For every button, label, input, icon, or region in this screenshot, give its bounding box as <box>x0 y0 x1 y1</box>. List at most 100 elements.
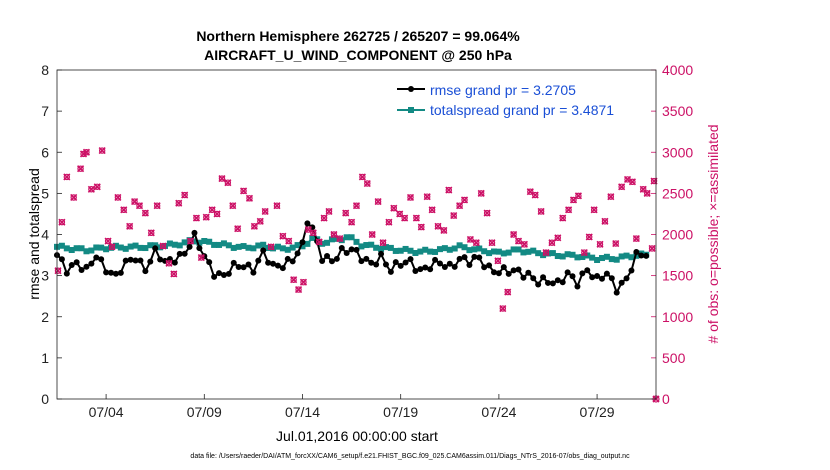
obs-assimilated-marker <box>93 183 101 191</box>
obs-assimilated-marker <box>648 244 656 253</box>
obs-count-point <box>596 240 604 248</box>
obs-assimilated-marker <box>229 202 237 210</box>
totalspread-point <box>98 244 105 251</box>
rmse-point <box>304 220 311 227</box>
obs-possible-marker <box>648 245 656 252</box>
y-left-tick-label: 0 <box>41 391 49 407</box>
obs-count-point <box>175 199 183 207</box>
obs-assimilated-marker <box>135 202 144 210</box>
rmse-point <box>152 245 159 252</box>
obs-possible-marker <box>187 237 194 245</box>
obs-count-point <box>648 244 656 253</box>
obs-count-point <box>159 242 167 250</box>
obs-assimilated-marker <box>363 179 371 188</box>
obs-assimilated-marker <box>108 243 116 251</box>
obs-assimilated-marker <box>240 187 248 195</box>
y-left-tick-label: 7 <box>41 103 49 119</box>
totalspread-point <box>402 245 409 252</box>
rmse-point <box>594 272 601 279</box>
totalspread-point <box>466 247 473 254</box>
obs-possible-marker <box>310 229 317 237</box>
obs-count-point <box>548 239 556 247</box>
totalspread-point <box>378 245 385 252</box>
totalspread-point <box>490 248 497 255</box>
totalspread-point <box>549 250 556 257</box>
totalspread-point <box>328 236 335 243</box>
obs-assimilated-marker <box>261 207 269 216</box>
obs-count-point <box>181 191 189 199</box>
obs-count-point <box>315 238 323 246</box>
legend-spread-marker <box>408 107 414 113</box>
rmse-point <box>466 261 473 268</box>
totalspread-point <box>382 244 389 251</box>
obs-possible-marker <box>401 214 408 222</box>
rmse-point <box>515 266 522 273</box>
obs-count-point <box>135 202 144 210</box>
rmse-point <box>58 256 65 263</box>
obs-assimilated-marker <box>197 253 205 262</box>
obs-count-point <box>54 267 62 275</box>
rmse-point <box>476 254 483 261</box>
rmse-point <box>279 265 286 272</box>
obs-count-point <box>104 237 112 245</box>
obs-assimilated-marker <box>82 148 91 156</box>
totalspread-point <box>525 248 532 255</box>
rmse-point <box>579 270 586 277</box>
obs-count-point <box>267 243 275 251</box>
obs-count-point <box>628 178 636 186</box>
rmse-point <box>235 263 242 270</box>
obs-possible-marker <box>213 210 221 218</box>
totalspread-point <box>122 245 129 252</box>
rmse-point <box>589 274 596 281</box>
y-axis-right-label: # of obs: o=possible; ×=assimilated <box>705 124 721 343</box>
obs-count-point <box>309 229 317 237</box>
totalspread-point <box>304 240 311 247</box>
obs-assimilated-marker <box>309 229 317 237</box>
obs-count-point <box>510 230 518 239</box>
obs-assimilated-marker <box>401 214 409 222</box>
rmse-point <box>461 254 468 261</box>
obs-possible-marker <box>336 235 344 242</box>
totalspread-point <box>613 256 620 263</box>
rmse-point <box>294 250 301 257</box>
obs-possible-marker <box>504 288 511 296</box>
totalspread-point <box>486 250 493 257</box>
obs-possible-marker <box>104 237 112 245</box>
totalspread-point <box>63 245 70 252</box>
rmse-point <box>603 270 610 277</box>
obs-count-point <box>440 226 448 234</box>
obs-possible-marker <box>136 202 143 209</box>
totalspread-point <box>181 239 188 246</box>
obs-assimilated-marker <box>70 193 78 202</box>
y-right-tick-label: 1000 <box>662 309 693 325</box>
obs-count-point <box>250 222 258 230</box>
y-right-tick-label: 2000 <box>662 227 693 243</box>
obs-assimilated-marker <box>175 199 183 207</box>
rmse-point <box>643 252 650 259</box>
x-axis-ticks: 07/04 07/09 07/14 07/19 07/24 07/29 <box>89 394 615 420</box>
obs-count-point <box>342 209 350 217</box>
obs-possible-marker <box>450 212 457 219</box>
totalspread-point <box>250 245 257 252</box>
totalspread-point <box>220 240 227 247</box>
obs-possible-marker <box>224 179 232 186</box>
obs-possible-marker <box>325 208 333 215</box>
obs-count-point <box>87 185 95 193</box>
obs-count-point <box>256 217 264 225</box>
y-right-tick-label: 3000 <box>662 144 693 160</box>
totalspread-point <box>461 244 468 251</box>
rmse-point <box>122 257 129 264</box>
totalspread-point <box>451 245 458 252</box>
obs-count-point <box>559 214 567 222</box>
rmse-point <box>338 245 345 252</box>
obs-count-point <box>202 213 210 221</box>
totalspread-point <box>628 254 635 261</box>
obs-count-point <box>141 209 149 217</box>
obs-possible-marker <box>175 200 182 207</box>
totalspread-point <box>623 252 630 259</box>
obs-count-point <box>412 214 420 222</box>
obs-possible-marker <box>94 183 101 190</box>
obs-possible-marker <box>515 237 522 245</box>
obs-possible-marker <box>300 279 307 286</box>
x-axis-label: Jul.01,2016 00:00:00 start <box>276 428 438 444</box>
